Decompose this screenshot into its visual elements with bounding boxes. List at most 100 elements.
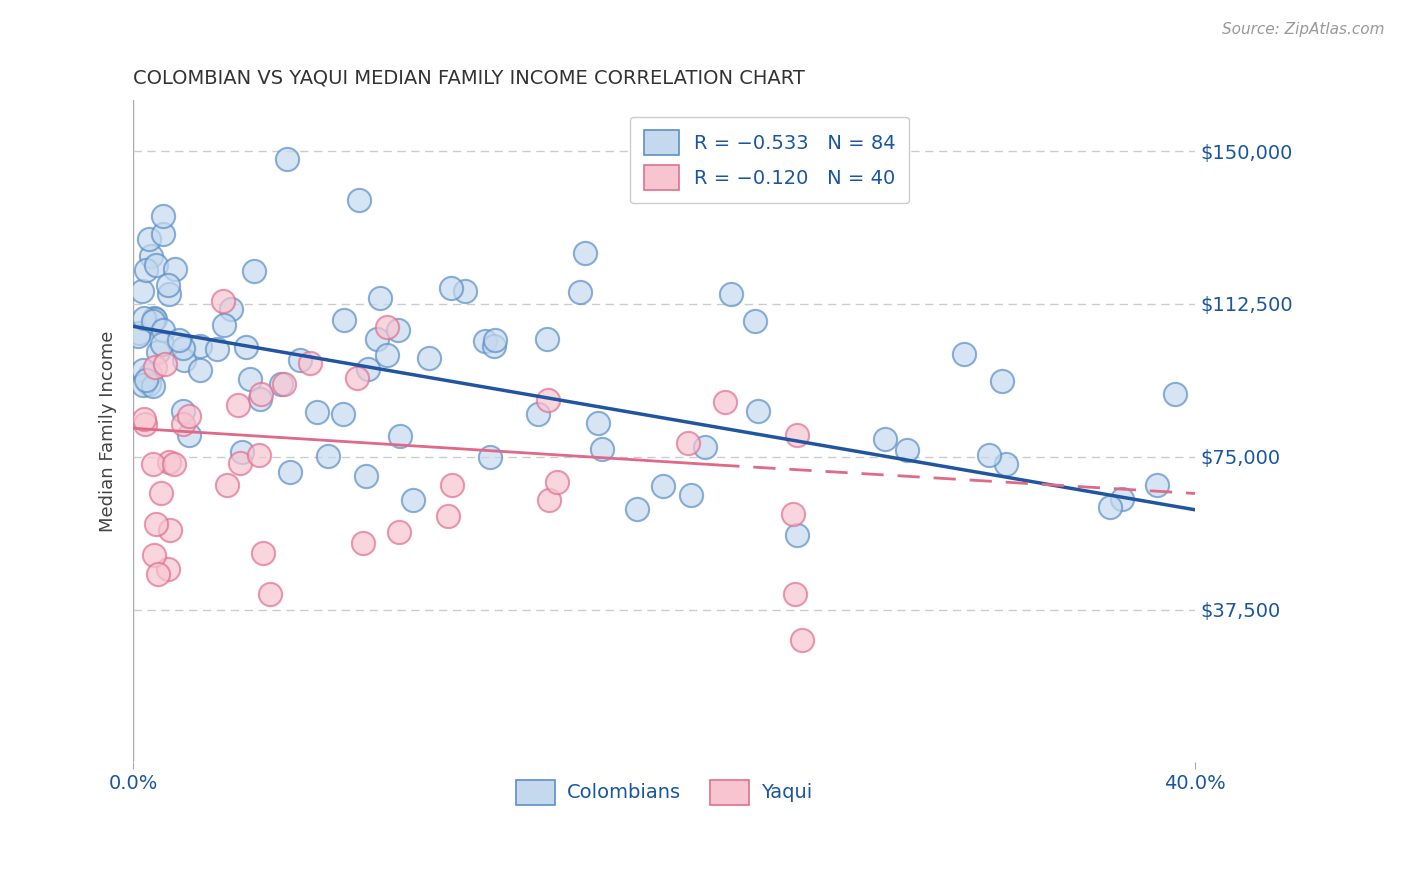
Point	[252, 546, 274, 560]
Point	[352, 536, 374, 550]
Point	[173, 353, 195, 368]
Point	[235, 340, 257, 354]
Y-axis label: Median Family Income: Median Family Income	[100, 331, 117, 532]
Point	[259, 587, 281, 601]
Point	[149, 485, 172, 500]
Point	[569, 285, 592, 300]
Point	[290, 353, 312, 368]
Point	[782, 507, 804, 521]
Point	[172, 341, 194, 355]
Point	[131, 284, 153, 298]
Point	[131, 378, 153, 392]
Point	[387, 323, 409, 337]
Point	[953, 346, 976, 360]
Point	[146, 345, 169, 359]
Point	[239, 371, 262, 385]
Point	[873, 432, 896, 446]
Point	[441, 477, 464, 491]
Point	[159, 523, 181, 537]
Point	[1146, 478, 1168, 492]
Point	[305, 405, 328, 419]
Point	[157, 287, 180, 301]
Point	[574, 246, 596, 260]
Point	[995, 457, 1018, 471]
Point	[138, 232, 160, 246]
Point	[143, 359, 166, 374]
Point	[332, 408, 354, 422]
Point	[366, 332, 388, 346]
Point	[418, 351, 440, 366]
Point	[273, 377, 295, 392]
Point	[152, 337, 174, 351]
Point	[127, 328, 149, 343]
Point	[132, 311, 155, 326]
Point	[720, 286, 742, 301]
Point	[177, 427, 200, 442]
Point	[143, 312, 166, 326]
Point	[440, 281, 463, 295]
Point	[157, 455, 180, 469]
Point	[132, 411, 155, 425]
Point	[482, 339, 505, 353]
Point	[142, 313, 165, 327]
Point	[546, 475, 568, 489]
Point	[783, 587, 806, 601]
Point	[714, 395, 737, 409]
Point	[172, 404, 194, 418]
Point	[188, 362, 211, 376]
Point	[388, 525, 411, 540]
Text: COLOMBIAN VS YAQUI MEDIAN FAMILY INCOME CORRELATION CHART: COLOMBIAN VS YAQUI MEDIAN FAMILY INCOME …	[134, 69, 806, 87]
Point	[156, 562, 179, 576]
Point	[152, 227, 174, 242]
Point	[143, 311, 166, 326]
Point	[247, 448, 270, 462]
Point	[132, 363, 155, 377]
Point	[792, 633, 814, 648]
Point	[152, 209, 174, 223]
Point	[228, 456, 250, 470]
Point	[333, 312, 356, 326]
Text: Source: ZipAtlas.com: Source: ZipAtlas.com	[1222, 22, 1385, 37]
Point	[1099, 500, 1122, 515]
Point	[231, 445, 253, 459]
Point	[214, 318, 236, 332]
Point	[991, 374, 1014, 388]
Point	[249, 387, 271, 401]
Point	[179, 409, 201, 423]
Point	[693, 440, 716, 454]
Point	[152, 323, 174, 337]
Point	[142, 457, 165, 471]
Point	[128, 326, 150, 341]
Point	[346, 370, 368, 384]
Point	[145, 516, 167, 531]
Point	[591, 442, 613, 457]
Point	[249, 392, 271, 406]
Point	[219, 301, 242, 316]
Point	[896, 443, 918, 458]
Point	[437, 509, 460, 524]
Point	[1164, 387, 1187, 401]
Legend: Colombians, Yaqui: Colombians, Yaqui	[509, 772, 820, 813]
Point	[747, 404, 769, 418]
Point	[163, 458, 186, 472]
Point	[368, 291, 391, 305]
Point	[156, 277, 179, 292]
Point	[484, 333, 506, 347]
Point	[347, 193, 370, 207]
Point	[139, 367, 162, 381]
Point	[270, 377, 292, 392]
Point	[205, 342, 228, 356]
Point	[153, 357, 176, 371]
Point	[1111, 491, 1133, 506]
Point	[474, 334, 496, 348]
Point	[375, 320, 398, 334]
Point	[977, 448, 1000, 462]
Point	[243, 264, 266, 278]
Point	[652, 478, 675, 492]
Point	[280, 465, 302, 479]
Point	[357, 361, 380, 376]
Point	[453, 285, 475, 299]
Point	[172, 417, 194, 431]
Point	[143, 548, 166, 562]
Point	[526, 407, 548, 421]
